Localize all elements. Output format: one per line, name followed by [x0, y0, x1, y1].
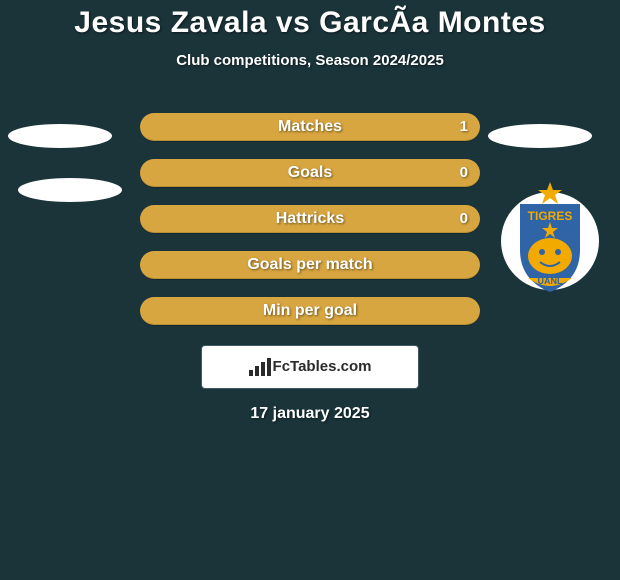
svg-text:TIGRES: TIGRES: [528, 209, 573, 223]
footer-logo-text: FcTables.com: [273, 358, 372, 375]
stat-label: Goals per match: [140, 251, 480, 279]
page-title: Jesus Zavala vs GarcÃ­a Montes: [0, 0, 620, 40]
subtitle: Club competitions, Season 2024/2025: [0, 52, 620, 69]
placeholder-ellipse: [488, 124, 592, 148]
svg-text:UANL: UANL: [538, 276, 563, 286]
comparison-infographic: Jesus Zavala vs GarcÃ­a Montes Club comp…: [0, 0, 620, 580]
footer-logo-wrap: FcTables.com: [0, 345, 620, 389]
stat-label: Hattricks: [140, 205, 480, 233]
stat-label: Goals: [140, 159, 480, 187]
stat-label: Min per goal: [140, 297, 480, 325]
stat-value: 1: [460, 113, 468, 141]
date-line: 17 january 2025: [0, 405, 620, 423]
club-crest-icon: TIGRES UANL: [500, 178, 600, 304]
stat-value: 0: [460, 159, 468, 187]
club-badge: TIGRES UANL: [500, 178, 600, 304]
placeholder-ellipse: [18, 178, 122, 202]
bars-icon: [249, 358, 271, 376]
placeholder-ellipse: [8, 124, 112, 148]
stat-value: 0: [460, 205, 468, 233]
stat-label: Matches: [140, 113, 480, 141]
footer-logo: FcTables.com: [201, 345, 419, 389]
